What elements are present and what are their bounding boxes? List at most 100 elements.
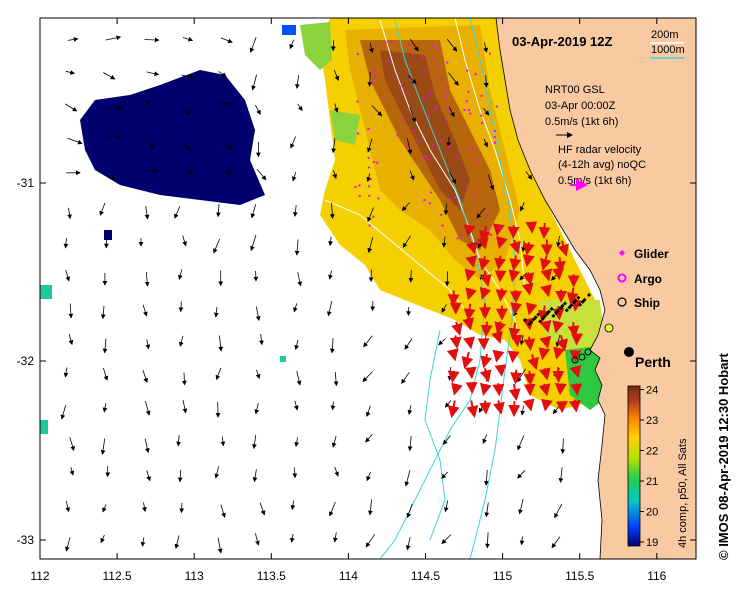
argo-legend: Argo xyxy=(617,272,662,286)
glider-point xyxy=(446,119,448,122)
gsl-arrow xyxy=(518,499,524,515)
glider-point xyxy=(423,96,426,99)
ship-point xyxy=(571,300,576,305)
gsl-arrow xyxy=(65,70,76,75)
gsl-arrow xyxy=(405,537,411,551)
gsl-arrow xyxy=(484,502,490,518)
hf-arrow xyxy=(491,330,503,344)
glider-point xyxy=(476,159,479,162)
gsl-arrow xyxy=(99,202,106,216)
ship-position xyxy=(571,356,579,364)
glider-point xyxy=(456,237,459,240)
glider-point xyxy=(429,191,432,194)
gsl-arrow xyxy=(366,138,373,153)
map-title: 03-Apr-2019 12Z xyxy=(512,34,612,49)
gsl-arrow xyxy=(176,435,181,447)
hf-arrow xyxy=(451,321,463,336)
gsl-arrow xyxy=(404,470,411,487)
x-tick-label: 113 xyxy=(185,569,204,583)
glider-point xyxy=(440,213,443,216)
glider-point xyxy=(474,73,477,76)
glider-point xyxy=(358,184,361,187)
gsl-arrow xyxy=(182,235,187,247)
gsl-arrow xyxy=(254,403,260,415)
credit-text: © IMOS 08-Apr-2019 12:30 Hobart xyxy=(716,353,731,560)
hf-arrow xyxy=(522,242,535,256)
gsl-arrow xyxy=(294,437,300,448)
hf-arrow xyxy=(466,400,479,418)
glider-point xyxy=(371,82,374,85)
gsl-arrow xyxy=(102,504,107,513)
gsl-arrow xyxy=(255,104,261,116)
gsl-arrow xyxy=(68,333,74,346)
gsl-arrow xyxy=(367,237,374,254)
gsl-arrow xyxy=(174,535,180,549)
gsl-arrow xyxy=(448,72,459,86)
glider-point xyxy=(396,134,399,137)
gsl-arrow xyxy=(409,38,419,52)
gsl-arrow xyxy=(438,338,446,346)
glider-point xyxy=(424,155,427,158)
glider-point xyxy=(372,215,375,218)
gsl-arrow xyxy=(483,139,488,148)
glider-point xyxy=(428,114,431,117)
hf-arrow xyxy=(492,223,505,237)
gsl-arrow xyxy=(290,136,296,149)
hf-arrow xyxy=(509,239,521,255)
gsl-arrow xyxy=(297,272,303,287)
hf-arrow xyxy=(495,288,508,302)
x-tick-label: 114 xyxy=(339,569,358,583)
hf-arrow xyxy=(509,255,522,271)
glider-point xyxy=(454,155,457,157)
gsl-arrow xyxy=(443,500,449,513)
hf-arrow xyxy=(479,270,492,287)
colorbar-tick-label: 24 xyxy=(646,385,658,397)
gsl-arrow xyxy=(332,170,337,179)
hf-arrow xyxy=(492,349,505,363)
glider-point xyxy=(437,66,439,69)
gsl-arrow xyxy=(297,103,303,112)
x-axis: 112 112.5 113 113.5 114 114.5 115 115.5 116 xyxy=(30,18,667,583)
gsl-arrow xyxy=(68,303,74,319)
gsl-arrow xyxy=(485,532,490,549)
hf-arrow xyxy=(510,302,523,315)
land-western-australia xyxy=(495,18,696,559)
colorbar-tick-label: 19 xyxy=(646,537,658,549)
glider-point xyxy=(426,157,429,160)
hf-arrow xyxy=(496,235,508,250)
glider-point xyxy=(368,185,371,188)
hf-arrow xyxy=(569,364,582,379)
gsl-arrow xyxy=(67,37,79,42)
y-tick-label: -32 xyxy=(17,354,35,368)
gsl-arrow xyxy=(369,42,374,54)
glider-point xyxy=(467,90,470,93)
hf-arrow xyxy=(527,354,539,371)
gsl-arrow xyxy=(103,367,109,381)
glider-point xyxy=(376,161,379,164)
gsl-arrow xyxy=(106,134,122,140)
x-tick-label: 112 xyxy=(30,569,49,583)
isobath-1000m-b xyxy=(469,18,516,559)
gsl-arrow xyxy=(65,269,71,282)
glider-point xyxy=(373,70,376,72)
glider-point xyxy=(445,95,448,98)
gsl-arrow xyxy=(371,105,383,117)
cool-pool xyxy=(80,70,265,205)
hf-arrow xyxy=(463,303,476,321)
glider-point xyxy=(406,91,409,94)
argo-legend-label: Argo xyxy=(634,272,662,286)
glider-point xyxy=(423,69,426,71)
gsl-arrow xyxy=(182,399,188,414)
ship-point xyxy=(576,295,581,300)
ship-point xyxy=(564,308,569,313)
gsl-arrow xyxy=(213,238,220,254)
gsl-arrow xyxy=(255,533,260,546)
gsl-arrow xyxy=(100,305,106,320)
hf-arrow xyxy=(462,317,475,331)
y-tick-label: -31 xyxy=(17,176,35,190)
hf-arrow xyxy=(568,399,581,413)
gsl-arrow xyxy=(215,203,221,218)
gsl-arrow xyxy=(214,466,220,479)
ship-point xyxy=(563,301,567,306)
x-tick-label: 115.5 xyxy=(565,569,594,583)
